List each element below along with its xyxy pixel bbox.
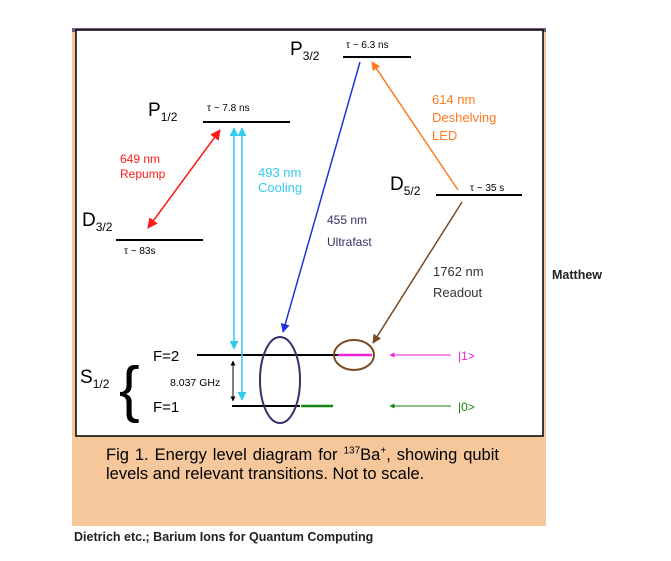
deshelving-arrow — [371, 61, 459, 191]
deshelving-led-label: LED — [432, 128, 457, 143]
credit-line: Dietrich etc.; Barium Ions for Quantum C… — [74, 530, 374, 544]
ultrafast-label: Ultrafast — [327, 235, 372, 249]
caption-isotope: 137 — [343, 445, 361, 457]
d32-lifetime: τ ~ 83s — [124, 246, 155, 257]
d32-label: D3/2 — [82, 210, 113, 234]
caption-species: Ba — [360, 446, 381, 464]
p12-label: P1/2 — [148, 100, 178, 124]
d52-label: D5/2 — [390, 174, 421, 198]
s12-brace: { — [119, 355, 140, 424]
d52-lifetime: τ ~ 35 s — [470, 183, 504, 194]
caption-rest: , showing qubit levels and relevant tran… — [106, 446, 499, 483]
hyperfine-splitting-label: 8.037 GHz — [170, 377, 220, 389]
qubit-zero-label: |0> — [458, 400, 475, 414]
p32-label: P3/2 — [290, 39, 320, 63]
diagram-area — [75, 29, 544, 437]
p32-lifetime: τ ~ 6.3 ns — [346, 40, 389, 51]
qubit-levels-ellipse — [259, 336, 301, 424]
figure-caption: Fig 1. Energy level diagram for 137Ba+, … — [106, 446, 499, 518]
caption-prefix: Fig 1. Energy level diagram for — [106, 446, 344, 464]
f1-label: F=1 — [153, 399, 179, 416]
readout-wavelength: 1762 nm — [433, 264, 484, 279]
deshelving-label: Deshelving — [432, 110, 496, 125]
f2-label: F=2 — [153, 348, 179, 365]
qubit-one-label: |1> — [458, 349, 475, 363]
repump-arrow — [147, 129, 221, 229]
repump-label: Repump — [120, 167, 166, 181]
repump-wavelength: 649 nm — [120, 152, 160, 166]
cooling-label: Cooling — [258, 180, 302, 195]
ultrafast-arrow — [280, 61, 361, 333]
readout-label: Readout — [433, 285, 483, 300]
side-note: Matthew — [552, 268, 602, 282]
deshelving-wavelength: 614 nm — [432, 92, 475, 107]
d52-shelving-ellipse — [333, 339, 375, 371]
ultrafast-wavelength: 455 nm — [327, 213, 367, 227]
p12-lifetime: τ ~ 7.8 ns — [207, 103, 250, 114]
cooling-wavelength: 493 nm — [258, 165, 301, 180]
caption-charge: + — [380, 445, 387, 457]
readout-arrow — [372, 201, 463, 344]
s12-label: S1/2 — [80, 367, 110, 391]
